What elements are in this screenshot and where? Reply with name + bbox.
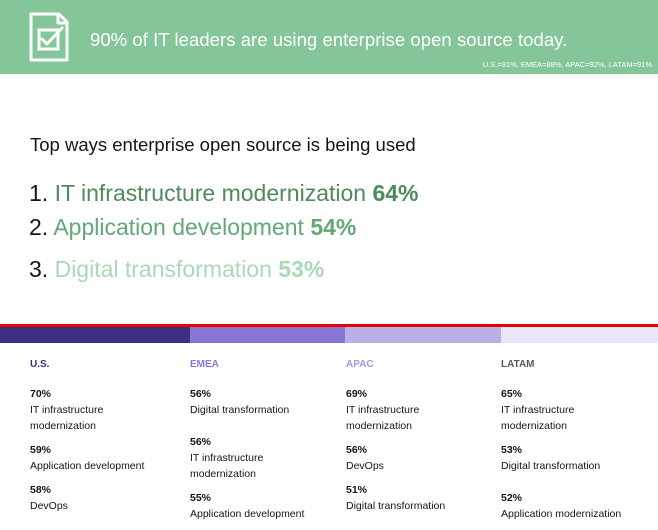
- top-use-2: 2. Application development 54%: [29, 214, 356, 241]
- region-entry: 58% DevOps: [30, 482, 180, 514]
- rank-percent: 64%: [372, 180, 419, 206]
- entry-label: Digital transformation: [190, 404, 290, 416]
- region-column-emea: EMEA 56% Digital transformation 56% IT i…: [190, 357, 340, 530]
- region-entry: 55% Application development: [190, 490, 340, 522]
- top-use-3: 3. Digital transformation 53%: [29, 256, 324, 283]
- region-bar-apac: [345, 327, 501, 343]
- top-use-1: 1. IT infrastructure modernization 64%: [29, 180, 419, 207]
- banner-title: 90% of IT leaders are using enterprise o…: [90, 29, 568, 50]
- rank-number: 3.: [29, 256, 49, 282]
- entry-label: Application modernization: [501, 508, 622, 520]
- entry-value: 56%: [346, 444, 368, 456]
- region-name: EMEA: [190, 359, 219, 370]
- region-entry: 70% IT infrastructure modernization: [30, 386, 180, 434]
- entry-value: 56%: [190, 436, 212, 448]
- entry-label: IT infrastructure modernization: [346, 404, 420, 432]
- rank-label: Digital transformation: [54, 256, 272, 282]
- rank-number: 2.: [29, 214, 49, 240]
- rank-label: Application development: [53, 214, 304, 240]
- entry-label: DevOps: [346, 460, 384, 472]
- region-name: LATAM: [501, 359, 535, 370]
- entry-label: IT infrastructure modernization: [190, 452, 264, 480]
- rank-percent: 54%: [310, 214, 357, 240]
- region-bar-emea: [190, 327, 345, 343]
- entry-label: Digital transformation: [346, 500, 446, 512]
- region-entry: 52% Application modernization: [501, 490, 651, 522]
- banner-subtitle: U.S.=91%, EMEA=88%, APAC=92%, LATAM=91%: [482, 60, 652, 69]
- entry-value: 55%: [190, 492, 212, 504]
- page-heading: Top ways enterprise open source is being…: [30, 134, 416, 155]
- entry-value: 59%: [30, 444, 52, 456]
- entry-label: Digital transformation: [501, 460, 601, 472]
- region-column-us: U.S. 70% IT infrastructure modernization…: [30, 357, 180, 522]
- region-entry: 59% Application development: [30, 442, 180, 474]
- region-entry: 56% Digital transformation: [190, 386, 340, 418]
- entry-value: 65%: [501, 388, 523, 400]
- region-entry: 56% DevOps: [346, 442, 496, 474]
- region-bar-us: [0, 327, 190, 343]
- entry-value: 52%: [501, 492, 523, 504]
- region-bar-latam: [501, 327, 658, 343]
- region-name: U.S.: [30, 359, 50, 370]
- entry-value: 69%: [346, 388, 368, 400]
- entry-label: IT infrastructure modernization: [30, 404, 104, 432]
- checklist-document-icon: [29, 12, 69, 62]
- entry-value: 53%: [501, 444, 523, 456]
- entry-value: 56%: [190, 388, 212, 400]
- region-entry: 51% Digital transformation: [346, 482, 496, 514]
- rank-percent: 53%: [278, 256, 325, 282]
- entry-label: IT infrastructure modernization: [501, 404, 575, 432]
- entry-value: 70%: [30, 388, 52, 400]
- region-column-apac: APAC 69% IT infrastructure modernization…: [346, 357, 496, 522]
- region-entry: 53% Digital transformation: [501, 442, 651, 474]
- region-entry: 56% IT infrastructure modernization: [190, 434, 340, 482]
- divider-line: [0, 324, 658, 327]
- entry-label: Application development: [30, 460, 145, 472]
- banner: 90% of IT leaders are using enterprise o…: [0, 0, 658, 74]
- rank-number: 1.: [29, 180, 49, 206]
- region-name: APAC: [346, 359, 374, 370]
- entry-value: 58%: [30, 484, 52, 496]
- rank-label: IT infrastructure modernization: [54, 180, 367, 206]
- entry-value: 51%: [346, 484, 368, 496]
- region-column-latam: LATAM 65% IT infrastructure modernizatio…: [501, 357, 651, 530]
- entry-label: Application development: [190, 508, 305, 520]
- region-entry: 65% IT infrastructure modernization: [501, 386, 651, 434]
- entry-label: DevOps: [30, 500, 68, 512]
- region-entry: 69% IT infrastructure modernization: [346, 386, 496, 434]
